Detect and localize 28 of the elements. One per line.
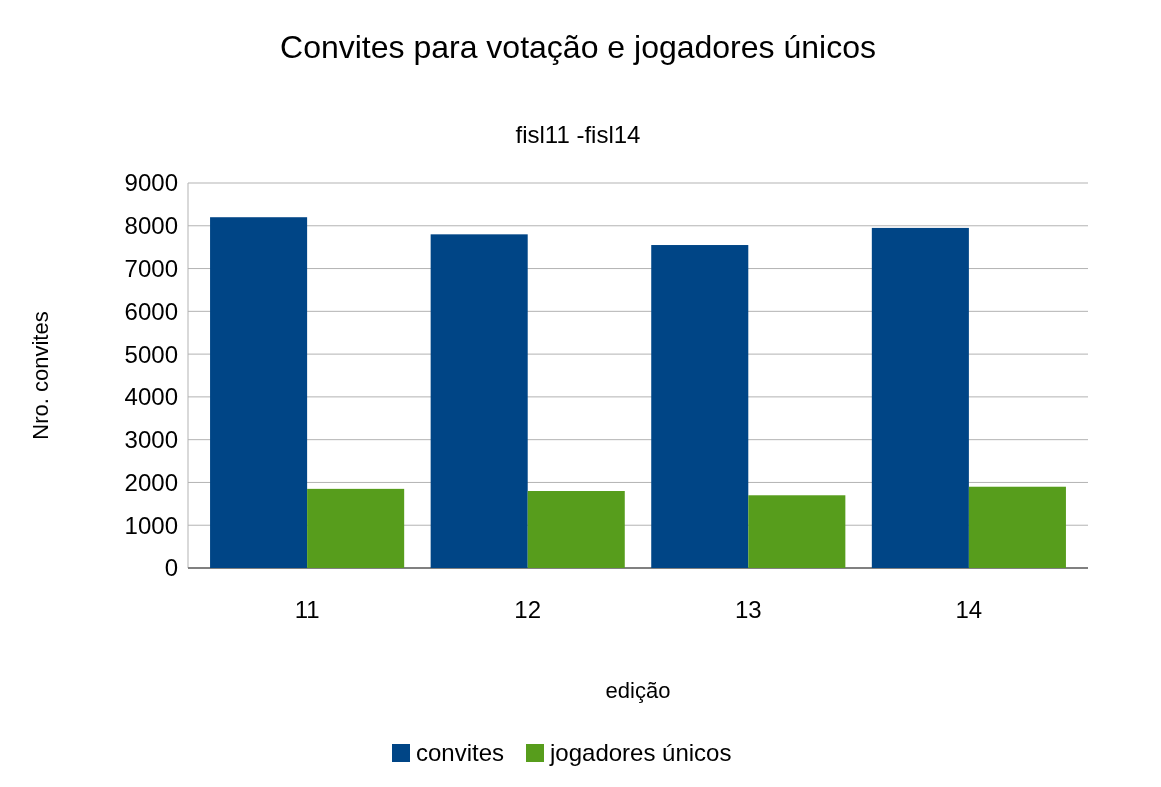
y-tick-label: 1000 [124, 511, 178, 539]
y-axis-title: Nro. convites [28, 311, 53, 440]
legend-label: jogadores únicos [549, 739, 732, 766]
chart-title: Convites para votação e jogadores únicos [280, 29, 876, 65]
chart-subtitle: fisl11 -fisl14 [515, 121, 641, 148]
x-tick-label: 14 [955, 596, 983, 623]
y-tick-label: 8000 [124, 212, 178, 240]
x-tick-label: 11 [294, 596, 320, 623]
y-tick-label: 9000 [124, 169, 178, 197]
bar [871, 227, 969, 568]
bar [968, 486, 1066, 568]
x-tick-label: 12 [514, 596, 542, 623]
legend-label: convites [416, 739, 505, 766]
y-tick-label: 7000 [124, 254, 178, 282]
x-axis-title: edição [605, 678, 671, 703]
bar [430, 234, 528, 568]
y-tick-label: 5000 [124, 340, 178, 368]
y-tick-label: 2000 [124, 468, 178, 496]
bar [748, 495, 846, 568]
y-tick-label: 0 [164, 554, 178, 582]
bar [307, 488, 405, 568]
x-tick-label: 13 [734, 596, 762, 623]
bar [651, 245, 749, 568]
y-tick-label: 4000 [124, 383, 178, 411]
y-tick-label: 6000 [124, 297, 178, 325]
bar [210, 217, 308, 568]
bar [527, 491, 625, 568]
y-tick-label: 3000 [124, 426, 178, 454]
